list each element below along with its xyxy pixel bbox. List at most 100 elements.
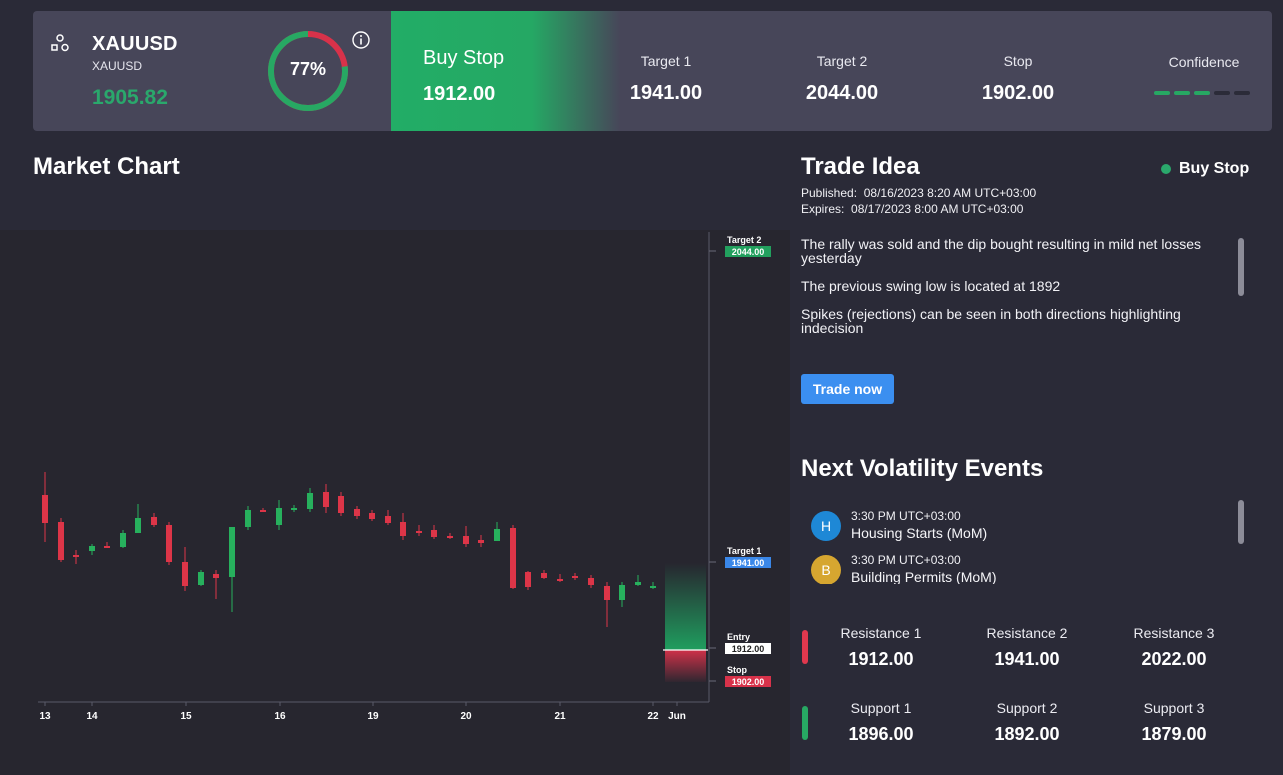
candle-body	[245, 510, 251, 527]
target2-value: 2044.00	[805, 82, 879, 104]
candle-body	[416, 531, 422, 533]
x-tick-label: 13	[39, 711, 51, 722]
x-tick-label: 21	[554, 711, 566, 722]
confidence-gauge	[268, 31, 348, 111]
expires-label: Expires:	[801, 202, 845, 216]
expires-line: Expires: 08/17/2023 8:00 AM UTC+03:00	[801, 202, 1023, 216]
x-tick-label: 19	[367, 711, 379, 722]
support-2: Support 2 1892.00	[952, 700, 1102, 745]
confidence-meter	[1154, 91, 1250, 95]
x-tick-label: 20	[460, 711, 472, 722]
idea-paragraph: Spikes (rejections) can be seen in both …	[801, 306, 1181, 336]
candle-body	[198, 572, 204, 585]
candle-body	[619, 585, 625, 600]
resistance-1-label: Resistance 1	[840, 625, 922, 641]
candle-body	[291, 508, 297, 510]
candle-body	[307, 493, 313, 509]
instrument-icon	[51, 34, 69, 52]
confidence-segment	[1234, 91, 1250, 95]
target-zone	[665, 563, 706, 650]
candle-body	[260, 510, 266, 512]
x-tick-label: 16	[274, 711, 286, 722]
level-price: 1912.00	[732, 644, 765, 654]
support-3-value: 1879.00	[1141, 724, 1207, 744]
x-tick-label: 22	[647, 711, 659, 722]
level-price-tag	[725, 643, 771, 654]
events-scrollbar[interactable]	[1238, 500, 1244, 544]
event-item[interactable]: H 3:30 PM UTC+03:00 Housing Starts (MoM)	[811, 508, 1231, 548]
confidence-percent: 77%	[289, 59, 327, 79]
candle-body	[557, 579, 563, 581]
info-icon[interactable]	[351, 30, 371, 50]
level-label: Target 1	[727, 546, 761, 556]
trade-status: Buy Stop	[1161, 160, 1249, 178]
confidence-segment	[1194, 91, 1210, 95]
candle-body	[369, 513, 375, 519]
signal-type: Buy Stop	[423, 47, 505, 69]
current-price: 1905.82	[92, 86, 168, 109]
resistance-1-value: 1912.00	[848, 649, 914, 669]
support-1-label: Support 1	[850, 700, 912, 716]
support-3: Support 3 1879.00	[1099, 700, 1249, 745]
trade-now-button[interactable]: Trade now	[801, 374, 894, 404]
candle-body	[276, 508, 282, 525]
candle-body	[323, 492, 329, 507]
candle-body	[229, 527, 235, 577]
resistance-1: Resistance 1 1912.00	[806, 625, 956, 670]
candle-body	[73, 555, 79, 557]
candle-body	[588, 578, 594, 585]
signal-price: 1912.00	[423, 83, 496, 105]
candle-body	[42, 495, 48, 523]
candle-body	[135, 518, 141, 533]
candle-body	[182, 562, 188, 586]
event-name: Housing Starts (MoM)	[851, 525, 988, 541]
level-label: Stop	[727, 665, 747, 675]
symbol-subtitle: XAUUSD	[92, 59, 143, 73]
candle-body	[400, 522, 406, 536]
chart-panel-bg	[0, 230, 790, 775]
candle-body	[58, 522, 64, 560]
volatility-title: Next Volatility Events	[801, 455, 1044, 482]
event-badge-icon: B	[811, 555, 841, 584]
resistance-3: Resistance 3 2022.00	[1099, 625, 1249, 670]
event-badge-icon: H	[811, 511, 841, 541]
stop-column: Stop 1902.00	[958, 53, 1078, 105]
candle-body	[447, 536, 453, 538]
candle-body	[635, 582, 641, 585]
candle-body	[478, 540, 484, 543]
level-label: Target 2	[727, 235, 761, 245]
support-3-label: Support 3	[1143, 700, 1205, 716]
confidence-label: Confidence	[1168, 54, 1240, 70]
stop-value: 1902.00	[981, 82, 1055, 104]
event-time: 3:30 PM UTC+03:00	[851, 509, 961, 523]
level-price-tag	[725, 676, 771, 687]
resistance-3-value: 2022.00	[1141, 649, 1207, 669]
expires-date: 08/17/2023 8:00 AM UTC+03:00	[851, 202, 1024, 216]
candle-body	[166, 525, 172, 562]
candle-body	[89, 546, 95, 551]
candle-body	[104, 546, 110, 548]
candle-body	[338, 496, 344, 513]
event-item[interactable]: B 3:30 PM UTC+03:00 Building Permits (Mo…	[811, 552, 1231, 584]
confidence-segment	[1174, 91, 1190, 95]
resistance-3-label: Resistance 3	[1133, 625, 1215, 641]
candle-body	[572, 576, 578, 578]
x-tick-label: Jun	[668, 711, 686, 722]
candle-body	[120, 533, 126, 547]
candle-body	[604, 586, 610, 600]
market-chart[interactable]: Target 2 2044.00 Target 1 1941.00 Entry 1912.…	[0, 230, 790, 775]
target1-value: 1941.00	[629, 82, 703, 104]
candle-body	[525, 572, 531, 587]
stop-label: Stop	[1003, 53, 1033, 69]
event-name: Building Permits (MoM)	[851, 569, 997, 584]
candle-body	[213, 574, 219, 578]
stop-zone	[665, 650, 706, 682]
trade-idea-title: Trade Idea	[801, 153, 920, 180]
idea-scrollbar[interactable]	[1238, 238, 1244, 296]
x-tick-label: 15	[180, 711, 192, 722]
level-price: 2044.00	[732, 247, 765, 257]
level-price-tag	[725, 246, 771, 257]
support-1-value: 1896.00	[848, 724, 914, 744]
level-price-tag	[725, 557, 771, 568]
status-dot-icon	[1161, 164, 1171, 174]
